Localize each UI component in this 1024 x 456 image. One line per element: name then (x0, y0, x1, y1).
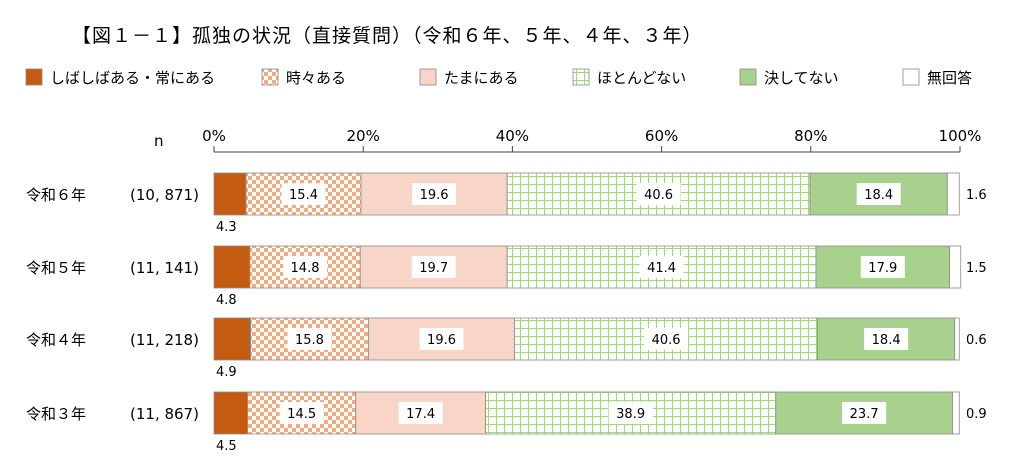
legend-label: 無回答 (927, 69, 972, 87)
legend-swatch (419, 68, 437, 86)
data-label: 23.7 (850, 407, 879, 422)
data-label: 15.8 (295, 333, 324, 348)
data-label: 0.6 (966, 333, 987, 348)
bar-segment (946, 172, 960, 216)
data-label: 4.3 (216, 220, 237, 235)
data-label-bg (636, 183, 681, 205)
bar-row: 令和４年 (11, 218) 4.9 15.8 19.6 40.6 18.4 0.6 (26, 317, 987, 380)
data-label-bg (644, 328, 689, 350)
bar-segment (213, 317, 251, 361)
data-label-bg (412, 183, 457, 205)
bar-segment (213, 245, 251, 289)
data-label: 38.9 (616, 407, 645, 422)
category-label: 令和４年 (26, 331, 86, 349)
data-label: 19.6 (420, 188, 449, 203)
data-label-bg (856, 183, 901, 205)
data-label: 0.9 (966, 407, 987, 422)
data-label: 4.8 (216, 293, 237, 308)
bar-segment (949, 245, 962, 289)
legend-swatch (739, 68, 757, 86)
x-tick-label: 20% (347, 127, 380, 145)
legend-label: 決してない (764, 69, 839, 87)
bar-row: 令和６年 (10, 871) 4.3 15.4 19.6 40.6 18.4 1.6 (26, 172, 987, 235)
n-value-label: (11, 141) (130, 259, 199, 277)
x-tick-label: 0% (202, 127, 226, 145)
data-label: 19.7 (419, 261, 448, 276)
x-tick-label: 40% (496, 127, 529, 145)
data-label: 40.6 (652, 333, 681, 348)
data-label: 15.4 (289, 188, 318, 203)
bar-segment (359, 245, 508, 289)
legend-swatch (261, 68, 279, 86)
bar-row: 令和５年 (11, 141) 4.8 14.8 19.7 41.4 17.9 1.5 (26, 245, 987, 308)
bar-segment (954, 317, 960, 361)
x-axis: 0% 20% 40% 60% 80% 100% (202, 127, 982, 153)
data-label-bg (287, 328, 332, 350)
bar-segment (213, 391, 248, 435)
data-label: 14.5 (287, 407, 316, 422)
n-value-label: (11, 867) (130, 405, 199, 423)
bars: 令和６年 (10, 871) 4.3 15.4 19.6 40.6 18.4 1.6 令和５年 (… (26, 172, 987, 454)
data-label-bg (608, 402, 653, 424)
data-label-bg (398, 402, 443, 424)
category-label: 令和３年 (26, 405, 86, 423)
category-label: 令和５年 (26, 259, 86, 277)
data-label-bg (860, 256, 905, 278)
legend-label: 時々ある (286, 69, 346, 87)
legend-swatch (572, 68, 590, 86)
bar-row: 令和３年 (11, 867) 4.5 14.5 17.4 38.9 23.7 0.9 (26, 391, 987, 454)
chart-title: 【図１－１】孤独の状況（直接質問）（令和６年、５年、４年、３年） (72, 25, 703, 47)
data-label: 1.5 (966, 261, 987, 276)
data-label-bg (842, 402, 887, 424)
data-label-bg (283, 256, 328, 278)
n-value-label: (10, 871) (130, 186, 199, 204)
data-label: 18.4 (872, 333, 901, 348)
x-tick-label: 100% (939, 127, 982, 145)
data-label: 17.9 (868, 261, 897, 276)
legend-label: しばしばある・常にある (50, 69, 215, 87)
data-label: 41.4 (647, 261, 676, 276)
data-label-bg (411, 256, 456, 278)
x-tick-label: 80% (794, 127, 827, 145)
data-label-bg (281, 183, 326, 205)
legend-label: たまにある (444, 69, 519, 87)
data-label: 18.4 (864, 188, 893, 203)
data-label: 17.4 (406, 407, 435, 422)
bar-segment (952, 391, 960, 435)
category-label: 令和６年 (26, 186, 86, 204)
data-label: 4.5 (216, 439, 237, 454)
legend-label: ほとんどない (597, 69, 686, 87)
data-label: 14.8 (291, 261, 320, 276)
data-label-bg (279, 402, 324, 424)
x-tick-label: 60% (645, 127, 678, 145)
bar-segment (213, 172, 247, 216)
data-label: 40.6 (644, 188, 673, 203)
data-label: 1.6 (966, 188, 987, 203)
legend-swatch (902, 68, 920, 86)
data-label-bg (639, 256, 684, 278)
n-label: n (154, 132, 164, 150)
legend-swatch (25, 68, 43, 86)
bar-segment (485, 391, 777, 435)
legend: しばしばある・常にある 時々ある たまにある ほとんどない 決してない 無回答 (25, 68, 972, 87)
data-label-bg (419, 328, 464, 350)
data-label: 4.9 (216, 365, 237, 380)
data-label-bg (864, 328, 909, 350)
data-label: 19.6 (427, 333, 456, 348)
n-value-label: (11, 218) (130, 331, 199, 349)
